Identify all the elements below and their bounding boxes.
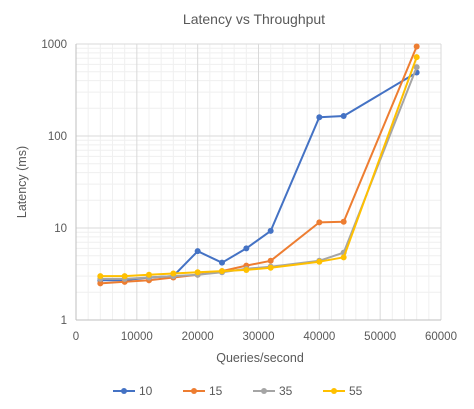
x-tick-label: 10000 bbox=[121, 331, 153, 343]
data-point-55 bbox=[340, 254, 347, 261]
data-point-55 bbox=[170, 270, 177, 277]
legend-item-35: 35 bbox=[253, 384, 293, 398]
y-tick-label: 1000 bbox=[41, 39, 67, 51]
legend-label: 35 bbox=[279, 384, 293, 398]
legend-label: 15 bbox=[209, 384, 223, 398]
data-point-55 bbox=[267, 264, 274, 271]
data-point-10 bbox=[219, 259, 225, 266]
data-point-15 bbox=[97, 280, 104, 287]
data-point-15 bbox=[413, 43, 420, 50]
data-point-15 bbox=[316, 219, 323, 226]
legend-swatch-marker bbox=[121, 388, 127, 394]
y-tick-label: 1 bbox=[61, 315, 67, 327]
gridlines bbox=[76, 43, 442, 320]
x-tick-label: 50000 bbox=[364, 331, 396, 343]
legend-item-10: 10 bbox=[113, 384, 153, 398]
data-point-10 bbox=[194, 248, 201, 255]
data-point-10 bbox=[316, 114, 323, 121]
data-point-55 bbox=[316, 258, 323, 265]
data-point-10 bbox=[267, 227, 274, 234]
legend-item-15: 15 bbox=[183, 384, 223, 398]
legend-label: 55 bbox=[349, 384, 363, 398]
x-axis-label: Queries/second bbox=[216, 351, 304, 365]
legend: 10 15 35 55 bbox=[113, 384, 363, 398]
x-tick-label: 20000 bbox=[182, 331, 214, 343]
data-point-55 bbox=[243, 266, 250, 273]
data-point-55 bbox=[194, 269, 201, 276]
x-tick-label: 60000 bbox=[425, 331, 457, 343]
y-tick-label: 10 bbox=[54, 223, 67, 235]
x-tick-label: 30000 bbox=[243, 331, 275, 343]
series bbox=[97, 43, 420, 287]
data-point-55 bbox=[97, 273, 104, 280]
data-point-10 bbox=[243, 245, 250, 252]
x-tick-label: 0 bbox=[73, 331, 79, 343]
data-point-55 bbox=[413, 54, 420, 61]
legend-swatch-marker bbox=[191, 388, 197, 394]
data-point-15 bbox=[267, 257, 274, 264]
data-point-35 bbox=[413, 64, 420, 71]
legend-item-55: 55 bbox=[323, 384, 363, 398]
series-55 bbox=[97, 54, 420, 280]
y-tick-label: 100 bbox=[48, 131, 67, 143]
y-axis-label: Latency (ms) bbox=[15, 146, 29, 218]
data-point-55 bbox=[146, 271, 152, 278]
legend-swatch-marker bbox=[331, 388, 337, 394]
data-point-55 bbox=[219, 268, 225, 275]
x-tick-label: 40000 bbox=[303, 331, 335, 343]
legend-label: 10 bbox=[139, 384, 153, 398]
data-point-15 bbox=[340, 218, 347, 225]
chart-title: Latency vs Throughput bbox=[183, 11, 325, 27]
data-point-55 bbox=[121, 273, 128, 280]
legend-swatch-marker bbox=[261, 388, 267, 394]
data-point-10 bbox=[340, 112, 347, 119]
axes bbox=[75, 44, 441, 321]
tick-labels: 0 10000 20000 30000 40000 50000 60000 1 10 100 100… bbox=[41, 39, 457, 343]
